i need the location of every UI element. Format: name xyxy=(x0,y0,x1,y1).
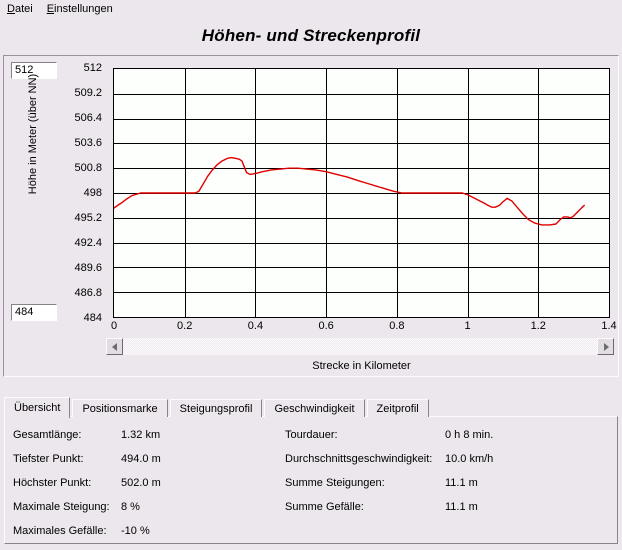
x-tick-label: 1 xyxy=(464,320,471,332)
tab-positionsmarke[interactable]: Positionsmarke xyxy=(72,399,168,417)
stat-row: Durchschnittsgeschwindigkeit: 10.0 km/h xyxy=(285,453,615,477)
bottom-strip xyxy=(0,545,622,550)
x-axis-label: Strecke in Kilometer xyxy=(312,360,411,372)
stat-row: Maximale Steigung: 8 % xyxy=(13,501,283,525)
x-tick-label: 0.2 xyxy=(177,320,193,332)
scrollbar-track[interactable] xyxy=(123,338,597,355)
x-tick-label: 1.2 xyxy=(530,320,546,332)
tab-steigungsprofil[interactable]: Steigungsprofil xyxy=(169,399,263,417)
menu-item-datei-rest: atei xyxy=(14,3,33,15)
menu-item-datei[interactable]: Datei xyxy=(0,1,40,18)
y-tick-label: 503.6 xyxy=(74,137,102,149)
page-title: Höhen- und Streckenprofil xyxy=(201,26,421,45)
stat-label: Summe Gefälle: xyxy=(285,501,364,513)
tab-strip: Übersicht Positionsmarke Steigungsprofil Ge… xyxy=(4,397,431,418)
stat-value: 0 h 8 min. xyxy=(445,429,494,441)
stat-label: Durchschnittsgeschwindigkeit: xyxy=(285,453,433,465)
tab-zeitprofil[interactable]: Zeitprofil xyxy=(366,399,429,417)
scroll-right-button[interactable] xyxy=(597,338,614,355)
stat-row: Summe Steigungen: 11.1 m xyxy=(285,477,615,501)
y-tick-label: 498 xyxy=(83,187,102,199)
stat-value: 494.0 m xyxy=(121,453,161,465)
menu-item-einstellungen-rest: instellungen xyxy=(54,3,113,15)
stat-row: Tiefster Punkt: 494.0 m xyxy=(13,453,283,477)
x-tick-label: 0.6 xyxy=(318,320,334,332)
x-tick-label: 1.4 xyxy=(601,320,617,332)
y-axis-ticks: 512 509.2 506.4 503.6 500.8 498 495.2 492.4 489.… xyxy=(58,62,106,324)
stat-row: Maximales Gefälle: -10 % xyxy=(13,525,283,549)
y-axis-max-input[interactable]: 512 xyxy=(11,62,57,79)
menu-item-einstellungen[interactable]: Einstellungen xyxy=(40,1,120,18)
elevation-profile-plot[interactable] xyxy=(113,68,610,318)
stats-column-right: Tourdauer: 0 h 8 min. Durchschnittsgeschwi… xyxy=(285,429,615,525)
y-tick-label: 492.4 xyxy=(74,237,102,249)
stat-value: 1.32 km xyxy=(121,429,161,441)
y-axis-min-input[interactable]: 484 xyxy=(11,304,57,321)
stat-value: 11.1 m xyxy=(445,477,478,489)
tab-panel-uebersicht: Gesamtlänge: 1.32 km Tiefster Punkt: 494.0 … xyxy=(4,416,618,544)
y-tick-label: 509.2 xyxy=(74,87,102,99)
y-axis-label: Höhe in Meter (über NN) xyxy=(27,73,39,195)
stat-value: 10.0 km/h xyxy=(445,453,494,465)
chart-gridlines xyxy=(114,69,609,317)
menu-item-einstellungen-mnemonic: E xyxy=(46,3,55,15)
chart-horizontal-scrollbar[interactable] xyxy=(106,338,614,355)
x-tick-label: 0.4 xyxy=(247,320,264,332)
y-tick-label: 489.6 xyxy=(74,262,102,274)
elevation-series-line xyxy=(114,156,585,226)
x-tick-label: 0 xyxy=(110,320,118,332)
stat-row: Gesamtlänge: 1.32 km xyxy=(13,429,283,453)
y-tick-label: 486.8 xyxy=(74,287,102,299)
scroll-right-arrow-icon xyxy=(603,342,609,351)
y-tick-label: 495.2 xyxy=(74,212,102,224)
stat-label: Summe Steigungen: xyxy=(285,477,385,489)
stat-label: Höchster Punkt: xyxy=(13,477,92,489)
stat-label: Maximales Gefälle: xyxy=(13,525,107,537)
scroll-left-arrow-icon xyxy=(111,342,117,351)
menu-bar: Datei Einstellungen xyxy=(0,0,622,19)
stat-value: 11.1 m xyxy=(445,501,478,513)
y-tick-label: 506.4 xyxy=(74,112,102,124)
stat-row: Summe Gefälle: 11.1 m xyxy=(285,501,615,525)
elevation-profile-svg xyxy=(114,69,609,317)
scroll-left-button[interactable] xyxy=(106,338,123,355)
y-tick-label: 484 xyxy=(83,312,102,324)
stat-label: Maximale Steigung: xyxy=(13,501,110,513)
stat-value: 8 % xyxy=(121,501,140,513)
menu-item-datei-mnemonic: D xyxy=(7,3,15,15)
tab-geschwindigkeit[interactable]: Geschwindigkeit xyxy=(264,399,365,417)
stat-label: Tourdauer: xyxy=(285,429,338,441)
stat-row: Tourdauer: 0 h 8 min. xyxy=(285,429,615,453)
tab-uebersicht[interactable]: Übersicht xyxy=(4,397,71,418)
stats-column-left: Gesamtlänge: 1.32 km Tiefster Punkt: 494.0 … xyxy=(13,429,283,549)
x-axis-ticks: 0 0.2 0.4 0.6 0.8 1 1.2 1.4 xyxy=(110,320,617,334)
stat-label: Gesamtlänge: xyxy=(13,429,82,441)
stat-row: Höchster Punkt: 502.0 m xyxy=(13,477,283,501)
y-tick-label: 512 xyxy=(83,62,102,74)
stat-value: 502.0 m xyxy=(121,477,161,489)
x-tick-label: 0.8 xyxy=(389,320,405,332)
stat-value: -10 % xyxy=(121,525,150,537)
y-tick-label: 500.8 xyxy=(74,162,102,174)
stat-label: Tiefster Punkt: xyxy=(13,453,84,465)
